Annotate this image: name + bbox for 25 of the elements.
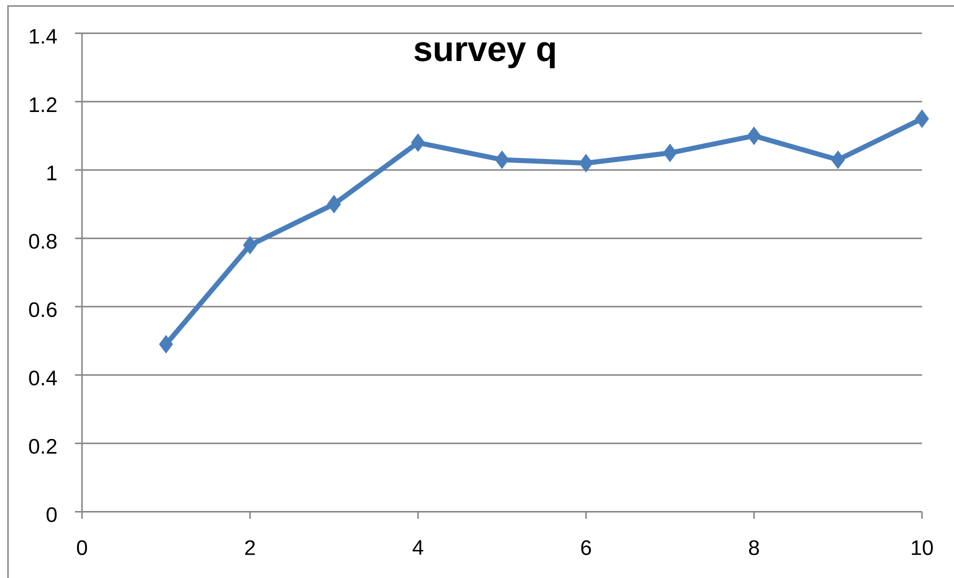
point <box>663 144 677 162</box>
y-tick-label: 0.4 <box>29 370 57 386</box>
y-tick-label: 0.8 <box>29 234 57 249</box>
point <box>914 109 929 128</box>
y-tick-label: 0.2 <box>29 438 56 454</box>
x-tick-label: 10 <box>912 540 933 556</box>
point <box>495 150 510 169</box>
x-tick-label: 4 <box>412 540 424 555</box>
y-tick-label: 1 <box>47 166 56 180</box>
x-tick-label: 8 <box>749 540 759 556</box>
x-tick-label: 0 <box>76 540 88 556</box>
point <box>327 194 342 214</box>
y-tick-label: 0 <box>46 507 57 522</box>
point <box>579 154 593 172</box>
y-tick-label: 1.2 <box>30 97 56 112</box>
point <box>159 335 174 354</box>
point <box>411 133 426 152</box>
x-tick-label: 2 <box>245 540 255 555</box>
point <box>746 126 761 146</box>
x-tick-label: 6 <box>581 540 591 556</box>
chart-title: survey q <box>414 42 555 68</box>
y-tick-label: 1.4 <box>30 29 57 44</box>
point <box>830 150 845 169</box>
point <box>243 236 258 254</box>
y-tick-label: 0.6 <box>29 302 57 318</box>
